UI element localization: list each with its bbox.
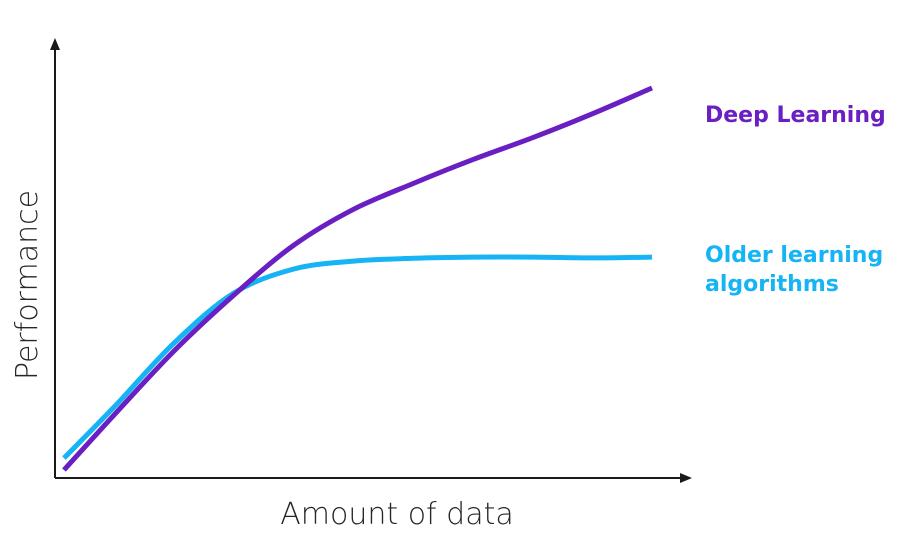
series-line-deep-learning	[62, 85, 653, 472]
series-label-deep-learning: Deep Learning	[705, 103, 886, 128]
series-label-line: algorithms	[705, 272, 839, 297]
x-axis-title: Amount of data	[280, 497, 513, 532]
series-label-line: Deep Learning	[705, 103, 886, 128]
axes	[50, 38, 692, 483]
y-axis-title: Performance	[10, 190, 45, 380]
y-axis-arrow	[50, 38, 60, 50]
x-axis-arrow	[680, 473, 692, 483]
series-line-older-learning-algorithms	[62, 254, 653, 460]
series-label-older-learning-algorithms: Older learning algorithms	[705, 243, 883, 297]
series-label-line: Older learning	[705, 243, 883, 268]
series-layer	[62, 85, 653, 472]
series-labels: Deep Learning Older learning algorithms	[705, 103, 886, 297]
